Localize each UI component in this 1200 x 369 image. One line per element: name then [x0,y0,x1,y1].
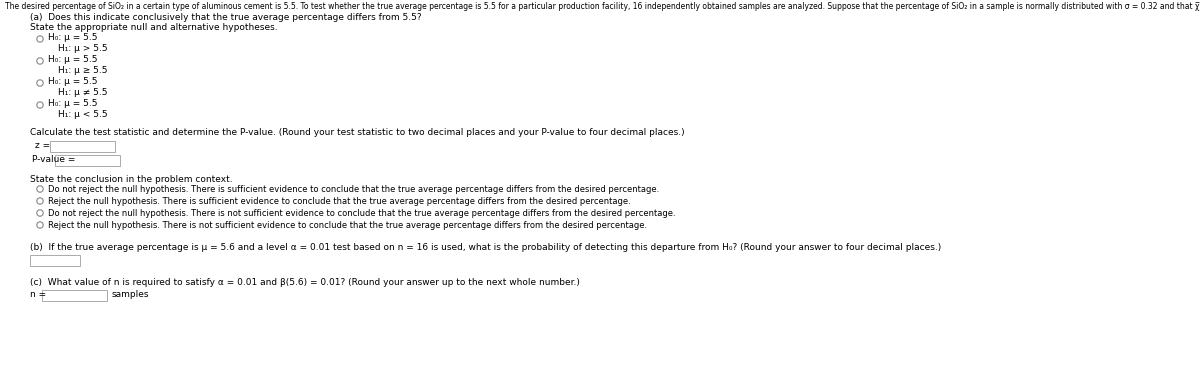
Text: (a)  Does this indicate conclusively that the true average percentage differs fr: (a) Does this indicate conclusively that… [30,13,421,22]
Text: State the appropriate null and alternative hypotheses.: State the appropriate null and alternati… [30,23,277,32]
Text: (c)  What value of n is required to satisfy α = 0.01 and β(5.6) = 0.01? (Round y: (c) What value of n is required to satis… [30,278,580,287]
Text: State the conclusion in the problem context.: State the conclusion in the problem cont… [30,175,233,184]
FancyBboxPatch shape [30,255,80,266]
Text: samples: samples [112,290,150,299]
FancyBboxPatch shape [42,290,107,301]
Text: H₀: μ = 5.5: H₀: μ = 5.5 [48,77,97,86]
FancyBboxPatch shape [50,141,115,152]
Text: P-value =: P-value = [32,155,78,164]
Text: n =: n = [30,290,49,299]
Text: Reject the null hypothesis. There is sufficient evidence to conclude that the tr: Reject the null hypothesis. There is suf… [48,197,631,206]
Text: Reject the null hypothesis. There is not sufficient evidence to conclude that th: Reject the null hypothesis. There is not… [48,221,647,230]
Text: H₁: μ > 5.5: H₁: μ > 5.5 [58,44,108,53]
Text: H₁: μ < 5.5: H₁: μ < 5.5 [58,110,108,119]
Text: H₀: μ = 5.5: H₀: μ = 5.5 [48,55,97,64]
Text: H₀: μ = 5.5: H₀: μ = 5.5 [48,99,97,108]
Text: H₁: μ ≥ 5.5: H₁: μ ≥ 5.5 [58,66,108,75]
Text: H₀: μ = 5.5: H₀: μ = 5.5 [48,33,97,42]
Text: Calculate the test statistic and determine the P-value. (Round your test statist: Calculate the test statistic and determi… [30,128,685,137]
Text: Do not reject the null hypothesis. There is not sufficient evidence to conclude : Do not reject the null hypothesis. There… [48,209,676,218]
Text: (b)  If the true average percentage is μ = 5.6 and a level α = 0.01 test based o: (b) If the true average percentage is μ … [30,243,941,252]
Text: Do not reject the null hypothesis. There is sufficient evidence to conclude that: Do not reject the null hypothesis. There… [48,185,659,194]
Text: The desired percentage of SiO₂ in a certain type of aluminous cement is 5.5. To : The desired percentage of SiO₂ in a cert… [5,2,1200,11]
Text: z =: z = [35,141,53,150]
Text: H₁: μ ≠ 5.5: H₁: μ ≠ 5.5 [58,88,108,97]
FancyBboxPatch shape [55,155,120,166]
